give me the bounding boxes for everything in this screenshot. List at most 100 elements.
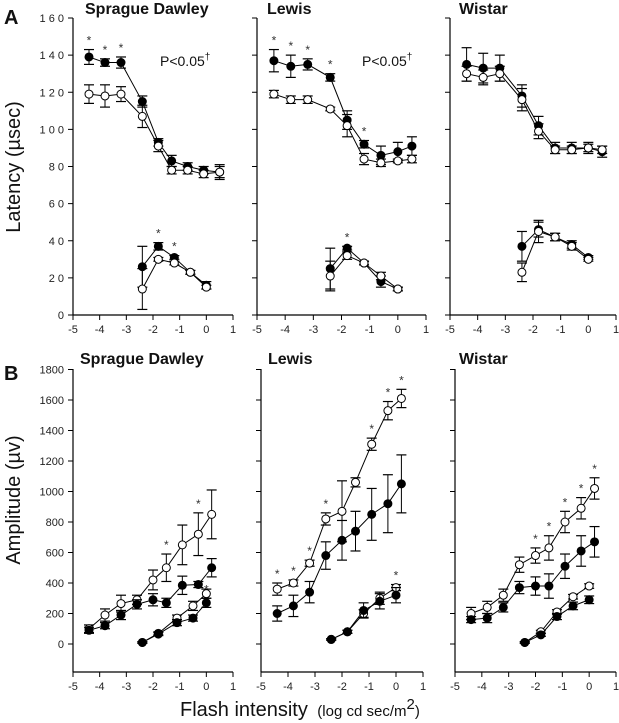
data-point-open	[584, 581, 594, 591]
data-point-open	[148, 575, 158, 585]
data-point-filled	[172, 618, 182, 628]
series-line	[88, 56, 220, 173]
x-tick-label: -5	[256, 681, 266, 693]
data-point-open	[325, 104, 335, 114]
data-point-open	[137, 284, 147, 294]
y-tick-label: 6 0	[49, 199, 64, 211]
data-point-filled	[137, 97, 147, 107]
x-axis-label-close: )	[415, 703, 420, 720]
data-point-open	[167, 165, 177, 175]
series-a-wave-open	[268, 89, 417, 168]
x-tick-label: 1	[423, 324, 429, 336]
data-point-filled	[584, 595, 594, 605]
x-tick-label: 1	[420, 681, 426, 693]
data-point-filled	[326, 634, 336, 644]
series-b-wave-open: * * * * *	[466, 462, 600, 621]
y-tick-label: 600	[46, 548, 64, 560]
significance-asterisk: *	[369, 422, 374, 436]
x-tick-label: -4	[280, 324, 290, 336]
x-tick-label: -2	[148, 681, 158, 693]
data-point-filled	[286, 61, 296, 71]
significance-asterisk: *	[399, 373, 404, 387]
data-point-filled	[100, 621, 110, 631]
data-point-filled	[482, 613, 492, 623]
x-tick-label: -3	[504, 681, 514, 693]
significance-asterisk: *	[307, 544, 312, 558]
x-tick-label: -1	[556, 324, 566, 336]
data-point-open	[153, 254, 163, 264]
y-tick-label: 1000	[40, 487, 64, 499]
data-point-open	[393, 284, 403, 294]
x-tick-label: 1	[613, 681, 619, 693]
series-line	[273, 93, 412, 164]
data-point-open	[215, 167, 225, 177]
data-point-filled	[466, 615, 476, 625]
data-point-open	[544, 543, 554, 553]
significance-asterisk: *	[323, 497, 328, 511]
data-point-filled	[100, 58, 110, 68]
p-value-annotation: P<0.05†	[160, 52, 210, 69]
data-point-open	[305, 558, 315, 568]
series-a-wave-filled	[519, 595, 595, 647]
significance-asterisk: *	[275, 567, 280, 581]
series-a-wave-filled	[326, 586, 401, 644]
x-tick-label: -2	[528, 324, 538, 336]
data-point-open	[286, 95, 296, 105]
series-line	[88, 93, 220, 175]
x-axis-label-superscript: 2	[407, 696, 415, 713]
x-tick-label: -2	[148, 324, 158, 336]
subplot-b-3: -5 -4 -3 -2 -1 0 1	[450, 369, 619, 693]
data-point-filled	[303, 59, 313, 69]
series-a-wave-open	[461, 65, 608, 155]
axes-layer: 02 04 06 08 01 0 01 2 01 4 01 6 0-5 -4 -3-…	[40, 13, 619, 693]
y-tick-label: 0	[58, 639, 64, 651]
data-point-open	[183, 165, 193, 175]
data-point-open	[321, 514, 331, 524]
data-point-open	[514, 560, 524, 570]
data-point-filled	[359, 139, 369, 149]
data-point-open	[583, 254, 593, 264]
series-line	[273, 60, 413, 156]
data-point-filled	[84, 52, 94, 62]
x-tick-label: -5	[445, 324, 455, 336]
series-b-wave-filled	[84, 557, 217, 635]
data-point-open	[567, 145, 577, 155]
series-b-wave-filled	[466, 525, 600, 625]
x-tick-label: -1	[364, 681, 374, 693]
significance-asterisk: *	[103, 43, 108, 57]
x-tick-label: -4	[95, 324, 105, 336]
x-tick-label: -3	[310, 681, 320, 693]
data-point-open	[161, 563, 171, 573]
data-point-open	[359, 154, 369, 164]
series-b-wave-filled	[272, 454, 407, 622]
data-point-filled	[520, 637, 530, 647]
y-tick-label: 800	[46, 517, 64, 529]
significance-asterisk: *	[291, 564, 296, 578]
x-tick-label: -4	[473, 324, 483, 336]
x-tick-label: -5	[450, 681, 460, 693]
subplot-title: Lewis	[268, 351, 313, 368]
data-point-open	[325, 271, 335, 281]
data-point-open	[482, 602, 492, 612]
data-point-open	[342, 251, 352, 261]
x-tick-label: -1	[365, 324, 375, 336]
data-point-filled	[342, 243, 352, 253]
significance-asterisk: *	[533, 532, 538, 546]
significance-asterisk: *	[204, 582, 209, 596]
x-tick-label: -5	[68, 681, 78, 693]
data-point-open	[567, 241, 577, 251]
data-point-filled	[544, 581, 554, 591]
y-tick-label: 1 4 0	[40, 50, 64, 62]
y-tick-label: 1 2 0	[40, 87, 64, 99]
data-layer: ** **** * ******** ************	[84, 34, 608, 647]
data-point-open	[376, 271, 386, 281]
series-b-wave-open	[325, 251, 403, 294]
significance-asterisk: *	[563, 495, 568, 509]
data-point-open	[137, 111, 147, 121]
data-point-filled	[536, 630, 546, 640]
data-point-open	[116, 89, 126, 99]
y-tick-label: 1 0 0	[40, 124, 64, 136]
subplot-b-2: -5 -4 -3 -2 -1 0 1	[256, 369, 426, 693]
series-a-wave-filled: * * * * *	[268, 34, 417, 166]
